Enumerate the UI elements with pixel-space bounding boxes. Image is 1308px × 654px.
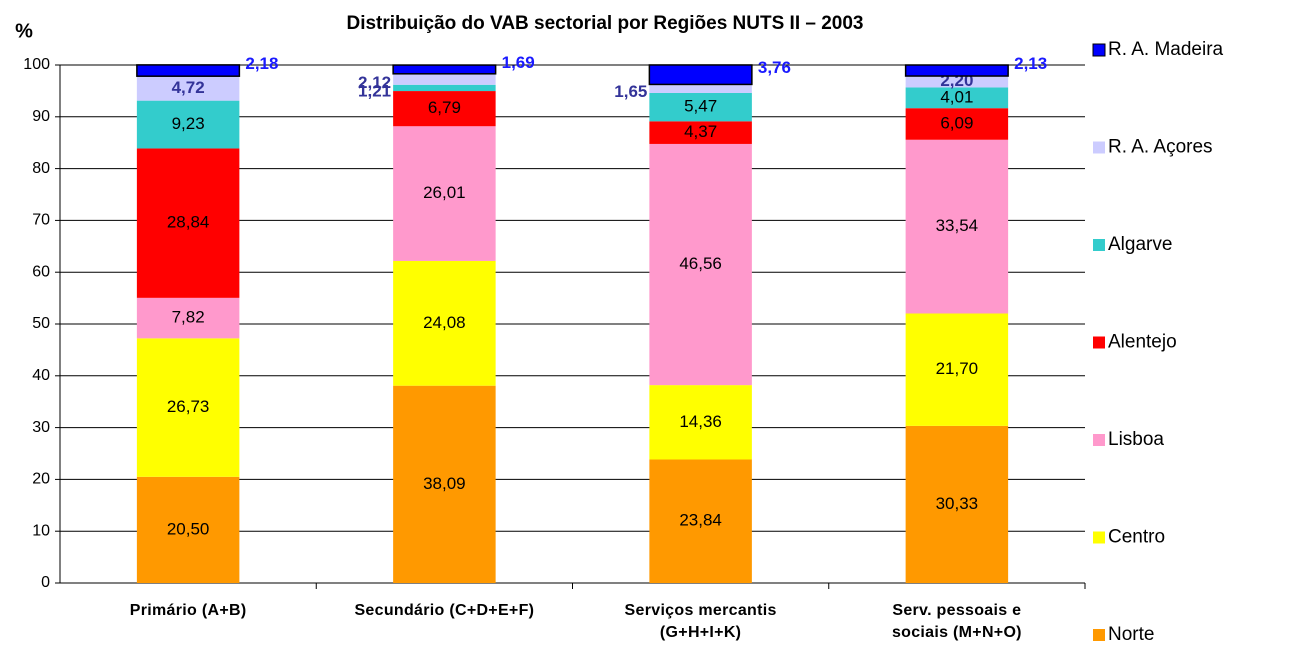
y-tick-label: 20 bbox=[32, 471, 50, 488]
y-axis-label: % bbox=[15, 20, 33, 42]
legend-swatch bbox=[1093, 531, 1105, 544]
bar-segment bbox=[393, 91, 496, 127]
bar-segment bbox=[136, 476, 240, 583]
bar-segment bbox=[905, 139, 1009, 314]
data-label: 21,70 bbox=[936, 359, 979, 378]
bar-segment bbox=[136, 148, 240, 298]
legend-label: Algarve bbox=[1108, 234, 1172, 255]
y-tick-label: 60 bbox=[32, 263, 50, 280]
legend-label: R. A. Açores bbox=[1108, 137, 1213, 158]
bar-segment bbox=[905, 76, 1009, 88]
y-tick-label: 50 bbox=[32, 315, 50, 332]
bar-segment bbox=[649, 459, 752, 583]
data-label: 38,09 bbox=[423, 474, 466, 493]
bar-segment bbox=[393, 73, 496, 85]
y-tick-label: 0 bbox=[41, 574, 50, 591]
bar-segment bbox=[393, 126, 496, 261]
data-label: 2,12 bbox=[358, 73, 391, 92]
data-label: 4,01 bbox=[940, 87, 973, 106]
y-tick-label: 70 bbox=[32, 212, 50, 229]
data-label: 2,18 bbox=[245, 54, 278, 73]
legend-swatch bbox=[1093, 434, 1105, 446]
bar-segment bbox=[393, 84, 496, 92]
data-label: 2,13 bbox=[1014, 54, 1047, 73]
data-label: 26,73 bbox=[167, 397, 210, 416]
chart-title: Distribuição do VAB sectorial por Regiõe… bbox=[346, 13, 863, 34]
bar-segment bbox=[904, 64, 1009, 77]
data-label: 46,56 bbox=[679, 254, 722, 273]
y-tick-label: 10 bbox=[32, 522, 50, 539]
bar-segment bbox=[393, 385, 496, 583]
bar-segment bbox=[136, 297, 240, 339]
legend-swatch bbox=[1093, 336, 1105, 349]
y-tick-label: 40 bbox=[32, 367, 50, 384]
data-label: 24,08 bbox=[423, 313, 466, 332]
x-tick-label: Serv. pessoais e sociais (M+N+O) bbox=[891, 602, 1022, 641]
data-label: 3,76 bbox=[758, 58, 791, 77]
legend-swatch bbox=[1092, 43, 1106, 57]
y-tick-label: 90 bbox=[32, 108, 50, 125]
y-tick-label: 100 bbox=[23, 56, 50, 73]
legend-swatch bbox=[1093, 629, 1105, 641]
legend-label: Centro bbox=[1108, 527, 1165, 548]
bar-segment bbox=[393, 260, 496, 386]
x-tick-label: Serviços mercantis (G+H+I+K) bbox=[624, 602, 777, 641]
y-tick-label: 80 bbox=[32, 160, 50, 177]
legend-label: Alentejo bbox=[1108, 332, 1177, 353]
data-label: 1,69 bbox=[502, 53, 535, 72]
bar-segment bbox=[905, 108, 1009, 140]
data-label: 26,01 bbox=[423, 183, 466, 202]
data-label: 5,47 bbox=[684, 97, 717, 116]
data-label: 6,09 bbox=[940, 113, 973, 132]
bar-segment bbox=[905, 425, 1009, 583]
data-label: 30,33 bbox=[936, 494, 979, 513]
data-label: 7,82 bbox=[172, 308, 205, 327]
y-tick-label: 30 bbox=[32, 419, 50, 436]
bar-segment bbox=[905, 87, 1009, 109]
data-label: 4,72 bbox=[172, 78, 205, 97]
bar-segment bbox=[649, 385, 752, 460]
x-tick-label: Primário (A+B) bbox=[129, 602, 247, 619]
bar-segment bbox=[136, 64, 241, 77]
bar-segment bbox=[649, 84, 752, 93]
x-tick-label: Secundário (C+D+E+F) bbox=[354, 602, 535, 619]
data-label: 6,79 bbox=[428, 98, 461, 117]
bar-segment bbox=[136, 338, 240, 477]
legend-label: R. A. Madeira bbox=[1108, 39, 1224, 60]
bar-segment bbox=[392, 64, 497, 75]
legend-swatch bbox=[1093, 141, 1105, 154]
bar-segment bbox=[649, 121, 752, 144]
bar-segment bbox=[648, 64, 753, 86]
bar-segment bbox=[649, 92, 752, 122]
data-label: 23,84 bbox=[679, 511, 722, 530]
legend-label: Lisboa bbox=[1108, 429, 1164, 450]
bar-segment bbox=[905, 313, 1009, 426]
data-label: 33,54 bbox=[936, 216, 979, 235]
legend-label: Norte bbox=[1108, 624, 1154, 645]
bar-segment bbox=[136, 100, 240, 149]
bar-segment bbox=[136, 76, 240, 101]
legend-swatch bbox=[1093, 239, 1105, 251]
bar-segment bbox=[649, 143, 752, 386]
data-label: 4,37 bbox=[684, 122, 717, 141]
data-label: 9,23 bbox=[172, 114, 205, 133]
data-label: 1,65 bbox=[614, 82, 647, 101]
data-label: 20,50 bbox=[167, 519, 210, 538]
data-label: 14,36 bbox=[679, 412, 722, 431]
data-label: 1,21 bbox=[358, 81, 391, 100]
data-label: 28,84 bbox=[167, 213, 210, 232]
